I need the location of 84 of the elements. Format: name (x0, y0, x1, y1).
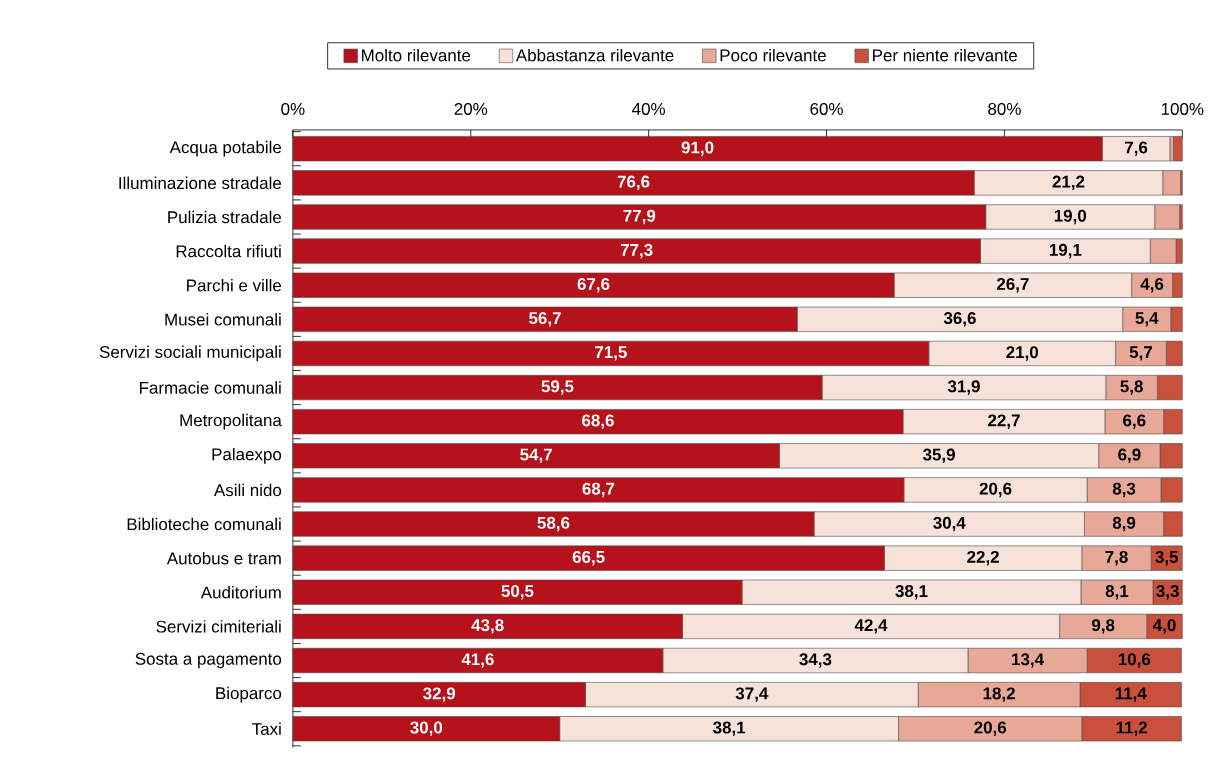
data-label: 34,3 (799, 653, 832, 668)
data-label: 10,6 (1118, 653, 1151, 668)
x-tick-label: 100% (1161, 103, 1204, 116)
y-tick-label: Palaexpo (212, 448, 282, 464)
legend-label: Abbastanza rilevante (515, 49, 674, 62)
data-label: 68,7 (582, 482, 615, 498)
data-label: 22,2 (967, 551, 999, 566)
x-tick-label: 0% (281, 103, 305, 116)
y-tick-label: Illuminazione stradale (119, 176, 282, 190)
data-label: 8,3 (1112, 482, 1136, 498)
data-label: 7,6 (1125, 141, 1148, 157)
data-label: 20,6 (979, 482, 1012, 498)
data-label: 37,4 (735, 687, 769, 702)
y-tick-label: Servizi cimiteriali (156, 620, 281, 633)
data-label: 76,6 (617, 175, 650, 191)
y-tick-label: Servizi sociali municipali (99, 345, 281, 362)
y-tick-label: Metropolitana (180, 413, 282, 430)
data-label: 19,1 (1049, 243, 1082, 259)
y-tick-label: Auditorium (200, 586, 281, 599)
data-label: 4,6 (1140, 278, 1164, 293)
y-tick-label: Biblioteche comunali (127, 517, 281, 531)
y-tick-label: Parchi e ville (187, 279, 282, 292)
data-label: 5,8 (1120, 380, 1143, 395)
data-label: 77,9 (623, 209, 656, 225)
data-label: 66,5 (572, 551, 605, 566)
data-label: 19,0 (1054, 209, 1087, 225)
data-label: 59,5 (541, 380, 574, 395)
data-label: 20,6 (974, 721, 1007, 737)
y-tick-label: Autobus e tram (166, 552, 281, 565)
x-tick-label: 60% (810, 103, 843, 116)
data-label: 30,0 (410, 721, 443, 737)
data-label: 3,3 (1156, 585, 1179, 600)
x-tick-label: 20% (454, 103, 488, 116)
data-label: 38,1 (895, 585, 928, 600)
data-label: 36,6 (943, 312, 976, 327)
data-label: 35,9 (922, 448, 955, 464)
y-tick-label: Asili nido (214, 483, 282, 497)
data-label: 68,6 (582, 414, 614, 430)
y-tick-label: Farmacie comunali (139, 381, 281, 394)
data-label: 31,9 (947, 380, 980, 395)
data-label: 11,4 (1115, 687, 1147, 702)
data-label: 11,2 (1116, 721, 1147, 737)
data-label: 50,5 (501, 585, 534, 600)
data-label: 5,7 (1129, 346, 1153, 361)
legend-label: Molto rilevante (362, 49, 471, 62)
data-label: 4,0 (1152, 619, 1176, 634)
data-label: 21,2 (1052, 175, 1085, 191)
data-label: 91,0 (681, 141, 714, 157)
x-tick-label: 80% (988, 103, 1021, 116)
data-label: 42,4 (854, 619, 888, 634)
data-label: 41,6 (461, 653, 494, 668)
legend-label: Per niente rilevante (873, 49, 1017, 62)
data-label: 38,1 (713, 721, 746, 737)
data-label: 58,6 (537, 516, 570, 532)
data-label: 8,9 (1112, 516, 1136, 532)
data-label: 6,6 (1123, 414, 1146, 430)
data-label: 7,8 (1105, 551, 1128, 566)
legend-label: Poco rilevante (720, 49, 826, 62)
data-label: 30,4 (933, 516, 966, 532)
data-label: 13,4 (1012, 653, 1044, 668)
data-label: 43,8 (471, 619, 504, 634)
data-label: 22,7 (988, 414, 1020, 430)
data-label: 18,2 (983, 687, 1015, 702)
y-tick-label: Pulizia stradale (168, 210, 282, 224)
data-label: 54,7 (520, 448, 552, 464)
data-label: 26,7 (996, 278, 1029, 293)
y-tick-label: Sosta a pagamento (135, 652, 282, 669)
y-tick-label: Acqua potabile (169, 140, 282, 157)
data-label: 9,8 (1091, 619, 1115, 634)
data-label: 67,6 (577, 278, 610, 293)
data-label: 3,5 (1155, 551, 1179, 566)
x-tick-label: 40% (632, 103, 666, 116)
data-label: 77,3 (620, 243, 653, 259)
y-tick-label: Raccolta rifiuti (176, 244, 281, 258)
data-label: 32,9 (423, 687, 456, 702)
y-tick-label: Taxi (252, 722, 281, 736)
data-label: 8,1 (1105, 585, 1129, 600)
data-label: 71,5 (595, 346, 627, 361)
y-tick-label: Musei comunali (165, 313, 281, 326)
data-label: 56,7 (529, 312, 561, 327)
y-tick-label: Bioparco (216, 686, 282, 703)
data-label: 6,9 (1118, 448, 1141, 464)
data-label: 5,4 (1135, 312, 1159, 327)
data-label: 21,0 (1006, 346, 1039, 361)
